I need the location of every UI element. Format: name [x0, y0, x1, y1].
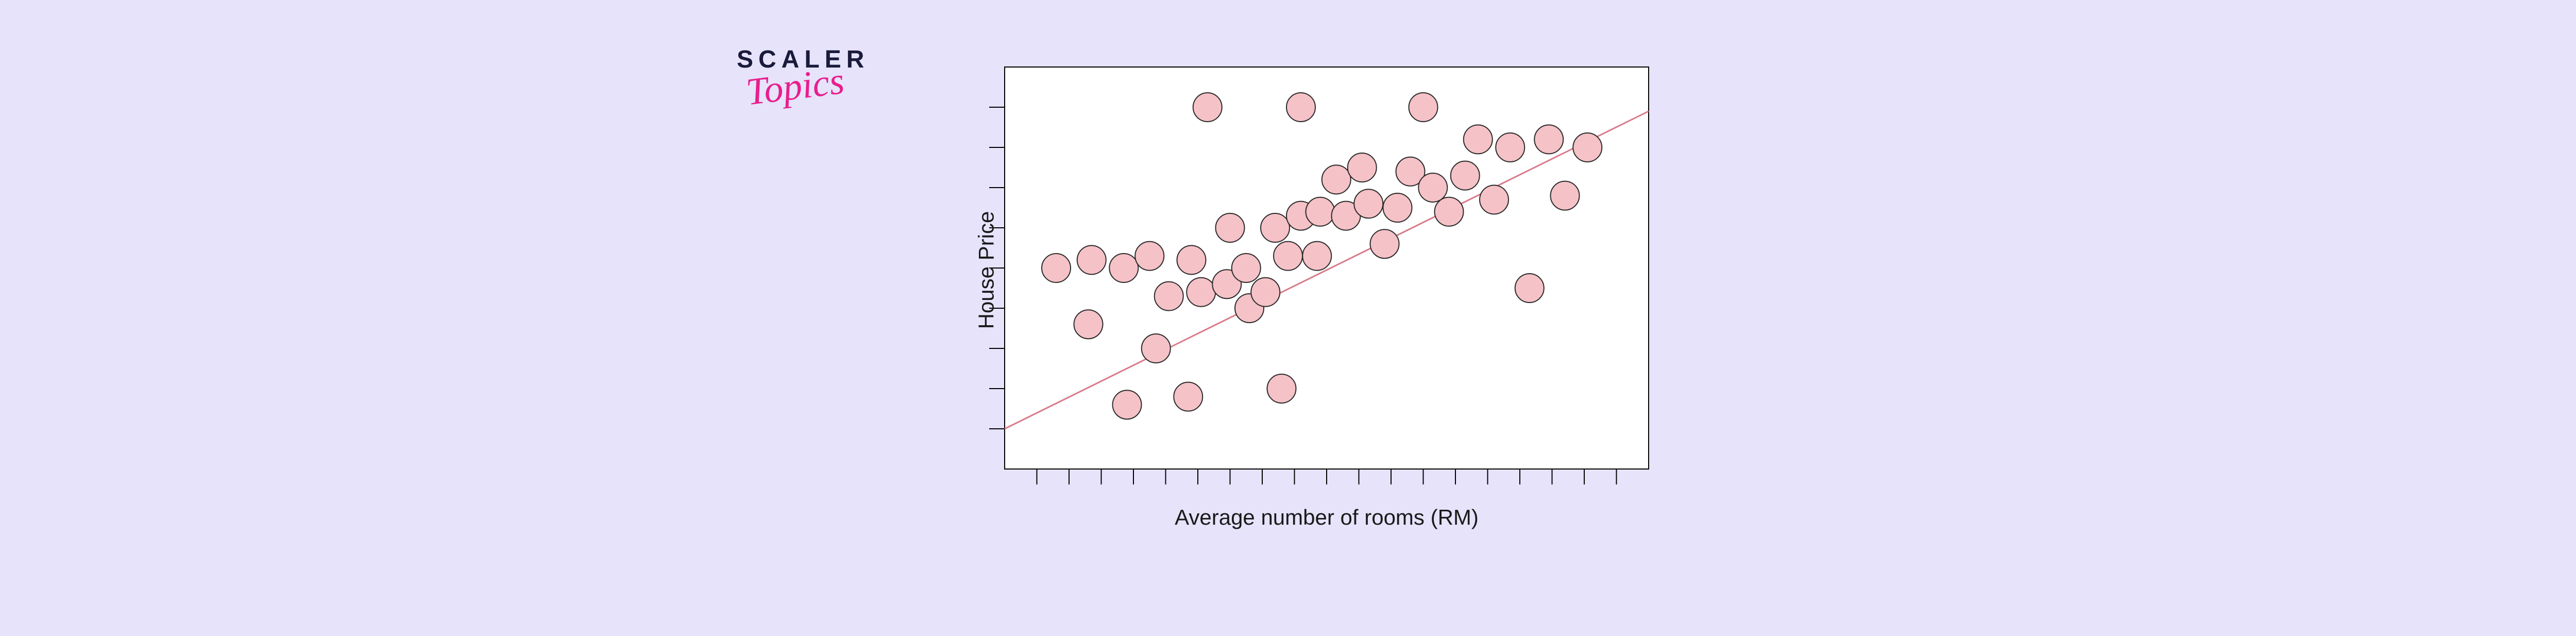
- x-axis-label: Average number of rooms (RM): [1005, 505, 1649, 530]
- page-canvas: SCALER Topics House Price Average number…: [0, 0, 2576, 636]
- scatter-chart: House Price Average number of rooms (RM): [1005, 67, 1649, 469]
- chart-svg: [989, 52, 1664, 484]
- y-axis-label: House Price: [974, 211, 998, 329]
- brand-logo: SCALER Topics: [737, 45, 869, 107]
